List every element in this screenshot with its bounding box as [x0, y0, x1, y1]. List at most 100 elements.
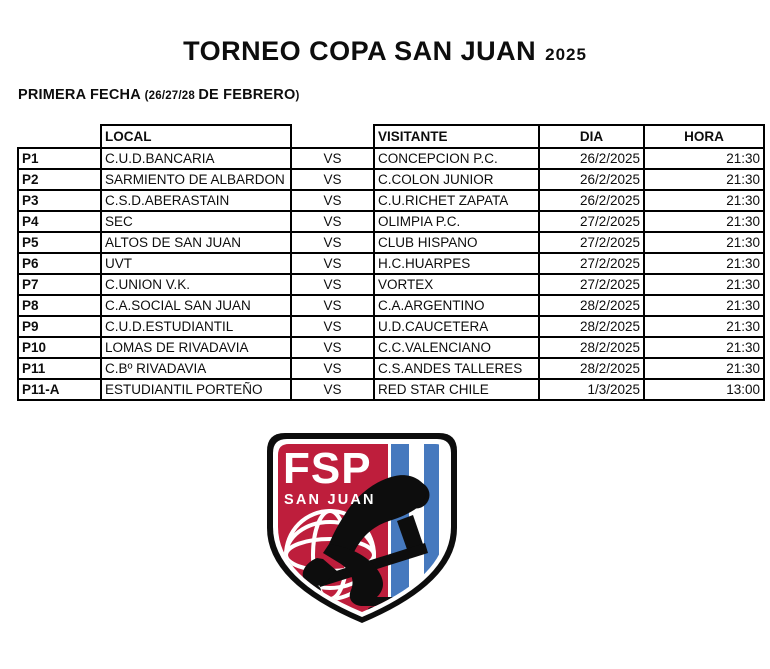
time-cell: 21:30: [643, 189, 765, 212]
header-row: LOCAL VISITANTE DIA HORA: [18, 124, 765, 149]
subtitle-dates: (26/27/28: [144, 90, 199, 102]
match-row: P11 C.Bº RIVADAVIA VS C.S.ANDES TALLERES…: [17, 357, 765, 380]
vs-cell: VS: [290, 210, 375, 233]
vs-cell: VS: [290, 168, 375, 191]
date-cell: 28/2/2025: [538, 315, 645, 338]
date-cell: 26/2/2025: [538, 189, 645, 212]
local-team-cell: C.Bº RIVADAVIA: [100, 357, 292, 380]
match-id-cell: P11-A: [17, 378, 102, 401]
fixture-table: LOCAL VISITANTE DIA HORA P1 C.U.D.BANCAR…: [17, 124, 765, 401]
visitor-team-cell: C.S.ANDES TALLERES: [373, 357, 540, 380]
time-cell: 21:30: [643, 357, 765, 380]
match-row: P11-A ESTUDIANTIL PORTEÑO VS RED STAR CH…: [17, 378, 765, 401]
header-empty-id: [18, 125, 101, 148]
match-row: P5 ALTOS DE SAN JUAN VS CLUB HISPANO 27/…: [17, 231, 765, 254]
match-id-cell: P5: [17, 231, 102, 254]
date-cell: 26/2/2025: [538, 147, 645, 170]
subtitle-month: DE FEBRERO: [198, 87, 296, 103]
vs-cell: VS: [290, 231, 375, 254]
header-local: LOCAL: [100, 124, 292, 149]
match-row: P3 C.S.D.ABERASTAIN VS C.U.RICHET ZAPATA…: [17, 189, 765, 212]
match-row: P9 C.U.D.ESTUDIANTIL VS U.D.CAUCETERA 28…: [17, 315, 765, 338]
match-id-cell: P2: [17, 168, 102, 191]
time-cell: 21:30: [643, 147, 765, 170]
vs-cell: VS: [290, 189, 375, 212]
subtitle-lead: PRIMERA FECHA: [18, 87, 145, 103]
header-visitante: VISITANTE: [373, 124, 540, 149]
visitor-team-cell: U.D.CAUCETERA: [373, 315, 540, 338]
date-cell: 27/2/2025: [538, 273, 645, 296]
time-cell: 13:00: [643, 378, 765, 401]
time-cell: 21:30: [643, 294, 765, 317]
visitor-team-cell: C.A.ARGENTINO: [373, 294, 540, 317]
match-id-cell: P4: [17, 210, 102, 233]
table-border-stub: [100, 373, 102, 378]
local-team-cell: C.U.D.ESTUDIANTIL: [100, 315, 292, 338]
table-border-stub: [373, 373, 375, 378]
date-cell: 1/3/2025: [538, 378, 645, 401]
time-cell: 21:30: [643, 336, 765, 359]
vs-cell: VS: [290, 336, 375, 359]
visitor-team-cell: CLUB HISPANO: [373, 231, 540, 254]
time-cell: 21:30: [643, 231, 765, 254]
time-cell: 21:30: [643, 168, 765, 191]
round-subtitle: PRIMERA FECHA (26/27/28 DE FEBRERO): [18, 87, 300, 103]
vs-cell: VS: [290, 147, 375, 170]
visitor-team-cell: OLIMPIA P.C.: [373, 210, 540, 233]
match-row: P7 C.UNION V.K. VS VORTEX 27/2/2025 21:3…: [17, 273, 765, 296]
title-year: 2025: [545, 45, 587, 64]
vs-cell: VS: [290, 252, 375, 275]
fsp-san-juan-logo: FSP SAN JUAN: [265, 431, 459, 625]
match-id-cell: P3: [17, 189, 102, 212]
match-id-cell: P8: [17, 294, 102, 317]
local-team-cell: LOMAS DE RIVADAVIA: [100, 336, 292, 359]
title-main: TORNEO COPA SAN JUAN: [183, 36, 537, 66]
date-cell: 27/2/2025: [538, 252, 645, 275]
visitor-team-cell: H.C.HUARPES: [373, 252, 540, 275]
match-row: P4 SEC VS OLIMPIA P.C. 27/2/2025 21:30: [17, 210, 765, 233]
time-cell: 21:30: [643, 315, 765, 338]
date-cell: 28/2/2025: [538, 336, 645, 359]
time-cell: 21:30: [643, 210, 765, 233]
date-cell: 27/2/2025: [538, 210, 645, 233]
shield-logo-svg: FSP SAN JUAN: [267, 433, 457, 623]
match-id-cell: P6: [17, 252, 102, 275]
local-team-cell: SARMIENTO DE ALBARDON: [100, 168, 292, 191]
logo-region: SAN JUAN: [284, 492, 376, 508]
vs-cell: VS: [290, 378, 375, 401]
logo-acronym: FSP: [283, 444, 372, 493]
date-cell: 27/2/2025: [538, 231, 645, 254]
local-team-cell: UVT: [100, 252, 292, 275]
local-team-cell: ALTOS DE SAN JUAN: [100, 231, 292, 254]
vs-cell: VS: [290, 315, 375, 338]
local-team-cell: SEC: [100, 210, 292, 233]
match-id-cell: P7: [17, 273, 102, 296]
local-team-cell: C.A.SOCIAL SAN JUAN: [100, 294, 292, 317]
local-team-cell: C.U.D.BANCARIA: [100, 147, 292, 170]
match-row: P2 SARMIENTO DE ALBARDON VS C.COLON JUNI…: [17, 168, 765, 191]
local-team-cell: ESTUDIANTIL PORTEÑO: [100, 378, 292, 401]
visitor-team-cell: C.COLON JUNIOR: [373, 168, 540, 191]
visitor-team-cell: CONCEPCION P.C.: [373, 147, 540, 170]
date-cell: 28/2/2025: [538, 294, 645, 317]
stripe-blue-2: [424, 444, 439, 612]
header-hora: HORA: [643, 124, 765, 149]
match-row: P10 LOMAS DE RIVADAVIA VS C.C.VALENCIANO…: [17, 336, 765, 359]
time-cell: 21:30: [643, 273, 765, 296]
header-empty-vs: [291, 125, 374, 148]
match-id-cell: P9: [17, 315, 102, 338]
visitor-team-cell: VORTEX: [373, 273, 540, 296]
header-dia: DIA: [538, 124, 645, 149]
match-id-cell: P11: [17, 357, 102, 380]
match-id-cell: P10: [17, 336, 102, 359]
date-cell: 28/2/2025: [538, 357, 645, 380]
vs-cell: VS: [290, 294, 375, 317]
match-row: P6 UVT VS H.C.HUARPES 27/2/2025 21:30: [17, 252, 765, 275]
page-title: TORNEO COPA SAN JUAN 2025: [0, 36, 770, 67]
local-team-cell: C.S.D.ABERASTAIN: [100, 189, 292, 212]
subtitle-paren: ): [295, 90, 300, 102]
visitor-team-cell: C.C.VALENCIANO: [373, 336, 540, 359]
time-cell: 21:30: [643, 252, 765, 275]
date-cell: 26/2/2025: [538, 168, 645, 191]
